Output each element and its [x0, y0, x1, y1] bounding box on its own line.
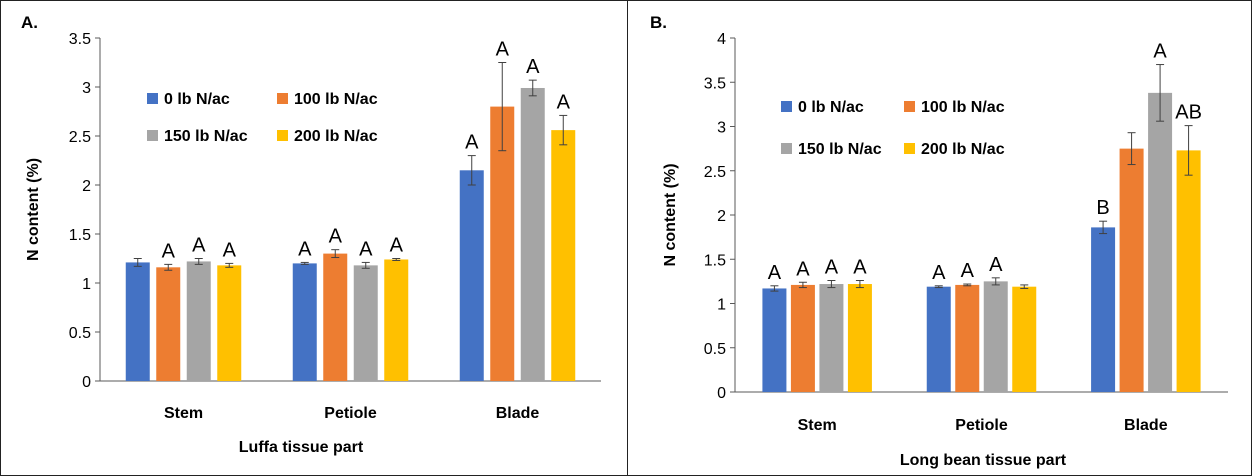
legend-label: 100 lb N/ac	[921, 99, 1005, 116]
y-tick-label: 0	[717, 385, 726, 402]
x-axis-title: Luffa tissue part	[239, 439, 364, 456]
legend-swatch	[781, 143, 792, 154]
bar	[790, 284, 815, 392]
category-label: Stem	[164, 405, 203, 422]
bar	[490, 106, 515, 381]
significance-letter: A	[853, 256, 867, 278]
significance-letter: A	[465, 132, 479, 154]
bar	[217, 265, 242, 381]
y-tick-label: 1	[717, 297, 726, 314]
y-tick-label: 0.5	[704, 341, 726, 358]
significance-letter: A	[496, 39, 510, 61]
y-tick-label: 3	[717, 120, 726, 137]
significance-letter: A	[557, 91, 571, 113]
bar	[847, 284, 872, 392]
significance-letter: A	[989, 254, 1003, 276]
y-tick-label: 1.5	[69, 227, 91, 244]
category-label: Blade	[1124, 417, 1168, 434]
bar	[819, 284, 844, 392]
significance-letter: AB	[1175, 102, 1202, 124]
significance-letter: A	[1153, 41, 1167, 63]
bar	[125, 262, 150, 381]
y-tick-label: 0	[82, 374, 91, 391]
legend-label: 0 lb N/ac	[164, 91, 230, 108]
category-label: Stem	[798, 417, 837, 434]
y-tick-label: 2.5	[69, 129, 91, 146]
panel-label: B.	[650, 13, 667, 32]
significance-letter: A	[359, 238, 373, 260]
significance-letter: A	[223, 239, 237, 261]
bar	[983, 281, 1008, 392]
y-tick-label: 2	[82, 178, 91, 195]
significance-letter: A	[526, 56, 540, 78]
bar	[353, 265, 378, 381]
bar	[156, 267, 181, 381]
legend-label: 150 lb N/ac	[798, 141, 882, 158]
bar	[955, 284, 980, 392]
y-tick-label: 1	[82, 276, 91, 293]
category-label: Petiole	[324, 405, 377, 422]
significance-letter: A	[329, 226, 343, 248]
panel-b: B. 0 0.5 1 1.5 2 2.5 3 3.5 4 N content (%) A A A A Ste…	[627, 0, 1252, 476]
panel-label: A.	[21, 13, 38, 32]
significance-letter: A	[932, 262, 946, 284]
y-tick-label: 4	[717, 31, 726, 48]
significance-letter: A	[961, 260, 975, 282]
legend-label: 200 lb N/ac	[294, 128, 378, 145]
legend-swatch	[277, 93, 288, 104]
y-tick-label: 3	[82, 80, 91, 97]
legend-swatch	[781, 101, 792, 112]
y-tick-label: 3.5	[704, 75, 726, 92]
legend-swatch	[147, 130, 158, 141]
significance-letter: A	[825, 256, 839, 278]
bar	[384, 259, 409, 381]
bar	[459, 170, 484, 381]
legend-label: 0 lb N/ac	[798, 99, 864, 116]
y-tick-label: 2.5	[704, 164, 726, 181]
bar	[292, 263, 317, 381]
legend: 0 lb N/ac 100 lb N/ac 150 lb N/ac 200 lb N/…	[147, 91, 378, 145]
significance-letter: A	[298, 238, 312, 260]
bar	[551, 130, 576, 381]
bar	[520, 87, 545, 381]
legend-swatch	[147, 93, 158, 104]
bar	[323, 253, 348, 381]
bar	[926, 286, 951, 392]
bar	[1176, 150, 1201, 392]
legend-label: 150 lb N/ac	[164, 128, 248, 145]
significance-letter: B	[1096, 197, 1109, 219]
y-axis-title: N content (%)	[662, 163, 679, 266]
panel-a: A. 0 0.5 1 1.5 2 2.5 3 3.5 N content (%) A A A Stem A…	[0, 0, 628, 476]
legend: 0 lb N/ac 100 lb N/ac 150 lb N/ac 200 lb N/…	[781, 99, 1005, 158]
bar	[186, 261, 211, 381]
bar	[1148, 92, 1173, 393]
legend-label: 100 lb N/ac	[294, 91, 378, 108]
bar	[762, 288, 787, 392]
legend-label: 200 lb N/ac	[921, 141, 1005, 158]
x-axis-title: Long bean tissue part	[900, 452, 1067, 469]
significance-letter: A	[192, 235, 206, 257]
legend-swatch	[904, 101, 915, 112]
bar	[1091, 227, 1116, 392]
significance-letter: A	[162, 240, 176, 262]
y-axis-title: N content (%)	[25, 158, 42, 261]
legend-swatch	[277, 130, 288, 141]
bar	[1012, 286, 1037, 392]
y-tick-label: 1.5	[704, 252, 726, 269]
category-label: Petiole	[955, 417, 1008, 434]
y-tick-label: 3.5	[69, 31, 91, 48]
y-tick-label: 0.5	[69, 325, 91, 342]
bar	[1119, 148, 1144, 392]
category-label: Blade	[496, 405, 540, 422]
y-tick-label: 2	[717, 208, 726, 225]
significance-letter: A	[768, 262, 782, 284]
significance-letter: A	[796, 258, 810, 280]
significance-letter: A	[390, 235, 404, 257]
legend-swatch	[904, 143, 915, 154]
